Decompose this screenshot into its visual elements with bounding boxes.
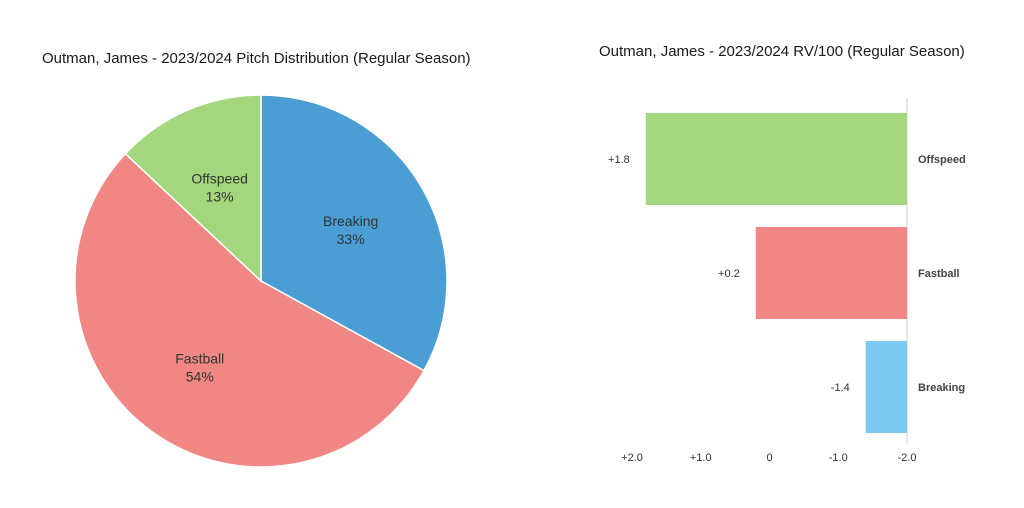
category-label-breaking: Breaking [918, 382, 965, 394]
bar-offspeed [645, 113, 907, 205]
pie-chart: Breaking 33% Fastball 54% Offspeed 13% [74, 94, 448, 468]
bar-fastball [755, 227, 907, 319]
bar-breaking [865, 341, 907, 433]
pie-percent-offspeed: 13% [206, 188, 234, 204]
pie-percent-fastball: 54% [186, 368, 214, 384]
pie-slice-offspeed [124, 94, 262, 283]
x-tick-label: +1.0 [690, 452, 712, 464]
category-label-fastball: Fastball [918, 268, 960, 280]
x-tick-label: -1.0 [829, 452, 848, 464]
pie-slice-fastball [74, 152, 426, 468]
bar-chart: +1.8 Offspeed +0.2 Fastball -1.4 Breaking -2.0… [608, 98, 966, 464]
pie-chart-title: Outman, James - 2023/2024 Pitch Distribu… [42, 50, 471, 67]
x-tick-label: 0 [766, 452, 772, 464]
bar-chart-title: Outman, James - 2023/2024 RV/100 (Regula… [599, 43, 965, 60]
pie-percent-breaking: 33% [337, 231, 365, 247]
pie-slice-breaking [260, 94, 448, 372]
x-tick-label: -2.0 [898, 452, 917, 464]
pie-label-breaking: Breaking [323, 213, 378, 229]
bar-value-label-fastball: +0.2 [718, 268, 740, 280]
category-label-offspeed: Offspeed [918, 154, 966, 166]
x-tick-label: +2.0 [621, 452, 643, 464]
bar-value-label-offspeed: +1.8 [608, 154, 630, 166]
pie-label-offspeed: Offspeed [191, 170, 248, 186]
pie-label-fastball: Fastball [175, 350, 224, 366]
bar-value-label-breaking: -1.4 [831, 382, 850, 394]
